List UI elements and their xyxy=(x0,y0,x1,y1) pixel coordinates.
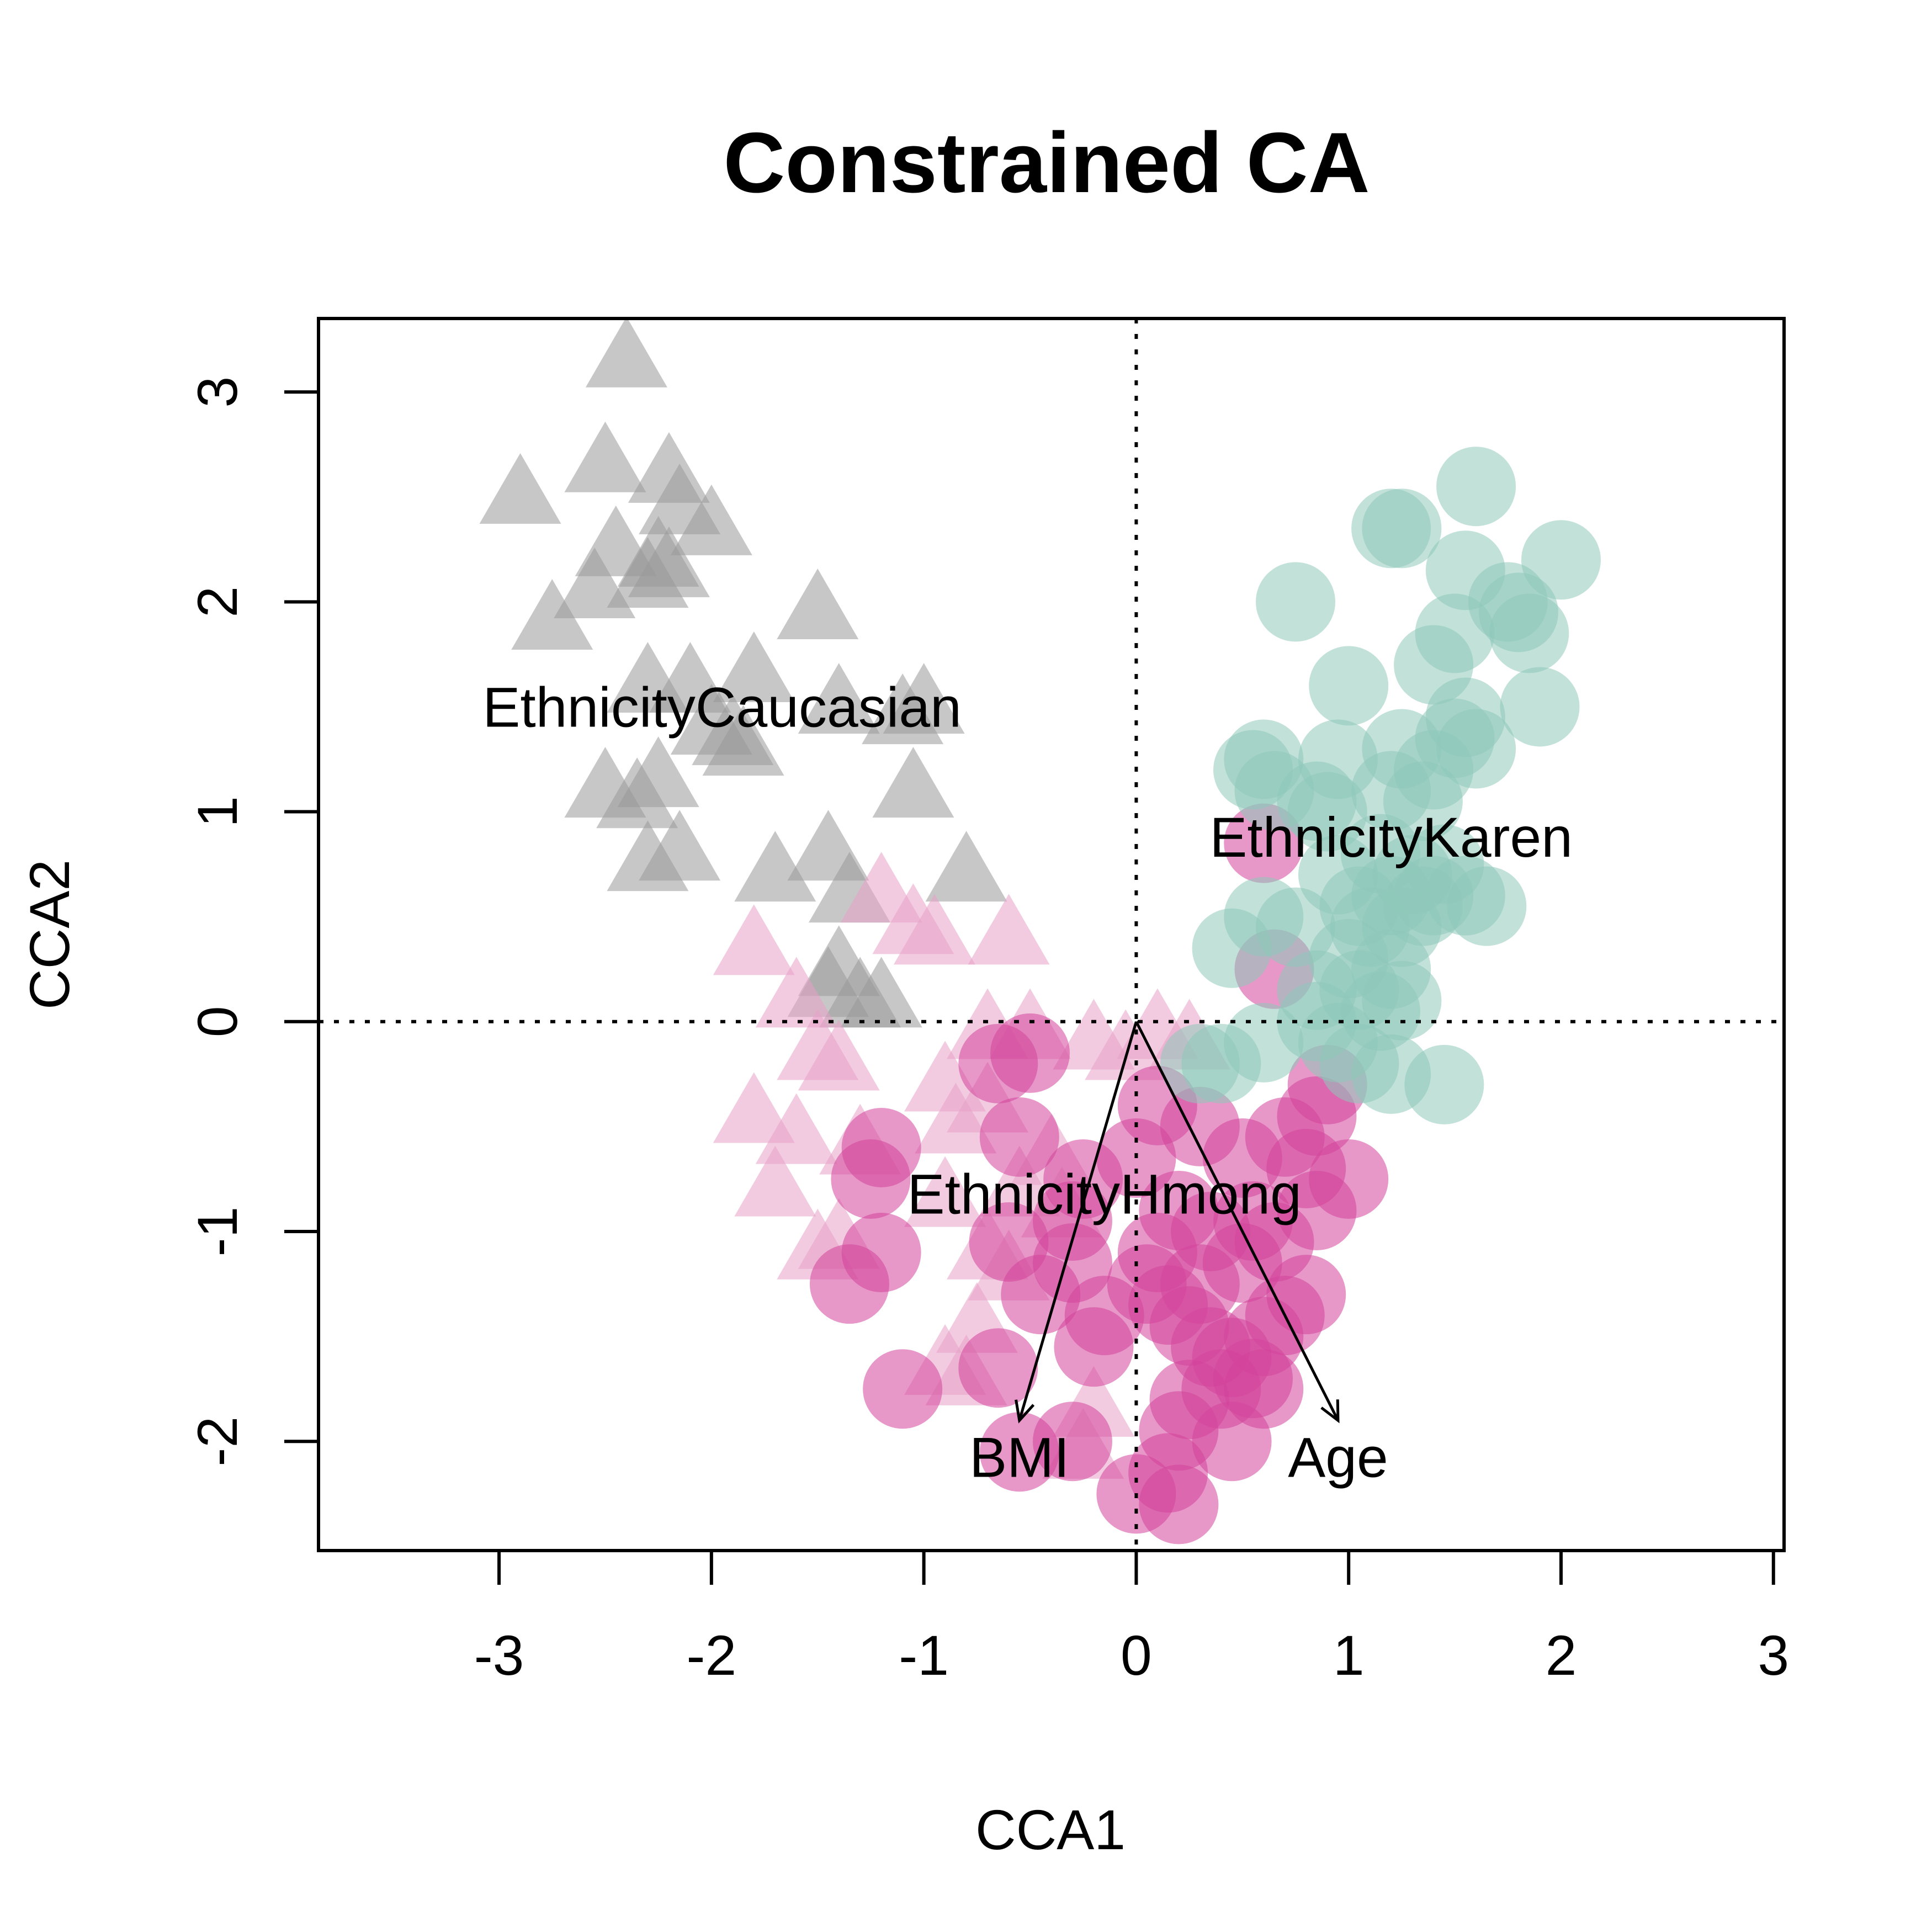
data-point xyxy=(872,747,954,818)
x-tick-label: -1 xyxy=(899,1624,949,1687)
data-point xyxy=(1160,1023,1240,1103)
data-point xyxy=(713,1072,795,1143)
arrow-label-age: Age xyxy=(1288,1426,1388,1489)
data-point xyxy=(511,578,593,650)
data-point xyxy=(1404,1044,1484,1124)
data-point xyxy=(1054,1307,1134,1387)
data-point xyxy=(1383,866,1463,946)
data-point xyxy=(713,631,795,703)
data-point xyxy=(777,568,859,639)
data-point xyxy=(990,1013,1070,1093)
biplot-arrows: BMI Age xyxy=(969,1021,1388,1489)
points-layer xyxy=(479,316,1601,1544)
data-point xyxy=(479,453,561,524)
x-tick-label: 1 xyxy=(1333,1624,1365,1687)
data-point xyxy=(979,1097,1059,1177)
y-tick-label: 0 xyxy=(186,1006,249,1037)
data-point xyxy=(1192,908,1272,988)
y-tick-label: -1 xyxy=(186,1207,249,1257)
data-point xyxy=(734,1145,816,1217)
data-point xyxy=(904,1041,986,1112)
data-point xyxy=(1436,447,1516,527)
data-point xyxy=(1266,1255,1346,1335)
x-tick-label: 0 xyxy=(1121,1624,1152,1687)
data-point xyxy=(968,894,1050,965)
data-point xyxy=(958,1328,1038,1408)
data-point xyxy=(904,1156,986,1227)
data-point xyxy=(798,1020,880,1091)
data-point xyxy=(1362,489,1442,569)
x-axis: -3 -2 -1 0 1 2 3 xyxy=(474,1549,1789,1687)
data-point xyxy=(1309,646,1389,726)
biplot-labels: EthnicityCaucasian EthnicityKaren Ethnicit… xyxy=(482,676,1573,1225)
centroid-label: EthnicityHmong xyxy=(907,1163,1302,1226)
data-point xyxy=(798,663,880,734)
data-point xyxy=(883,663,965,734)
arrow-label-bmi: BMI xyxy=(969,1426,1069,1489)
data-point xyxy=(596,757,678,829)
data-point xyxy=(564,421,646,492)
reference-lines xyxy=(319,319,1784,1551)
data-point xyxy=(809,1244,889,1324)
arrow-age: Age xyxy=(1135,1021,1388,1489)
data-point xyxy=(607,820,689,891)
data-point xyxy=(863,1349,943,1429)
data-point xyxy=(1256,562,1335,642)
data-point xyxy=(1362,960,1442,1041)
data-point xyxy=(925,831,1007,902)
x-tick-label: -2 xyxy=(686,1624,736,1687)
data-point xyxy=(692,694,774,766)
chart-title: Constrained CA xyxy=(723,115,1370,210)
centroid-label: EthnicityCaucasian xyxy=(482,676,961,739)
centroid-label: EthnicityKaren xyxy=(1209,806,1573,869)
data-point xyxy=(554,547,636,618)
arrow-bmi: BMI xyxy=(969,1021,1138,1489)
data-point xyxy=(831,1139,911,1219)
data-point xyxy=(1032,1402,1112,1482)
data-point xyxy=(1500,667,1580,747)
data-point xyxy=(1277,1171,1357,1251)
data-point xyxy=(755,1093,837,1164)
data-point xyxy=(893,894,975,965)
y-tick-label: 3 xyxy=(186,376,249,408)
data-point xyxy=(628,526,710,597)
data-point xyxy=(713,904,795,975)
data-point xyxy=(755,957,837,1028)
x-axis-label: CCA1 xyxy=(975,1798,1126,1861)
y-tick-label: 1 xyxy=(186,796,249,827)
data-point xyxy=(585,316,667,388)
data-point xyxy=(1192,1402,1272,1482)
y-axis-label: CCA2 xyxy=(18,859,81,1010)
data-point xyxy=(1234,751,1314,831)
x-tick-label: 3 xyxy=(1758,1624,1789,1687)
data-point xyxy=(1479,572,1559,652)
y-tick-label: -2 xyxy=(186,1416,249,1467)
x-tick-label: 2 xyxy=(1546,1624,1577,1687)
data-point xyxy=(734,831,816,902)
data-point xyxy=(670,484,752,555)
data-point xyxy=(1139,1464,1219,1544)
y-tick-label: 2 xyxy=(186,586,249,618)
y-axis: -2 -1 0 1 2 3 xyxy=(186,376,319,1467)
x-tick-label: -3 xyxy=(474,1624,524,1687)
